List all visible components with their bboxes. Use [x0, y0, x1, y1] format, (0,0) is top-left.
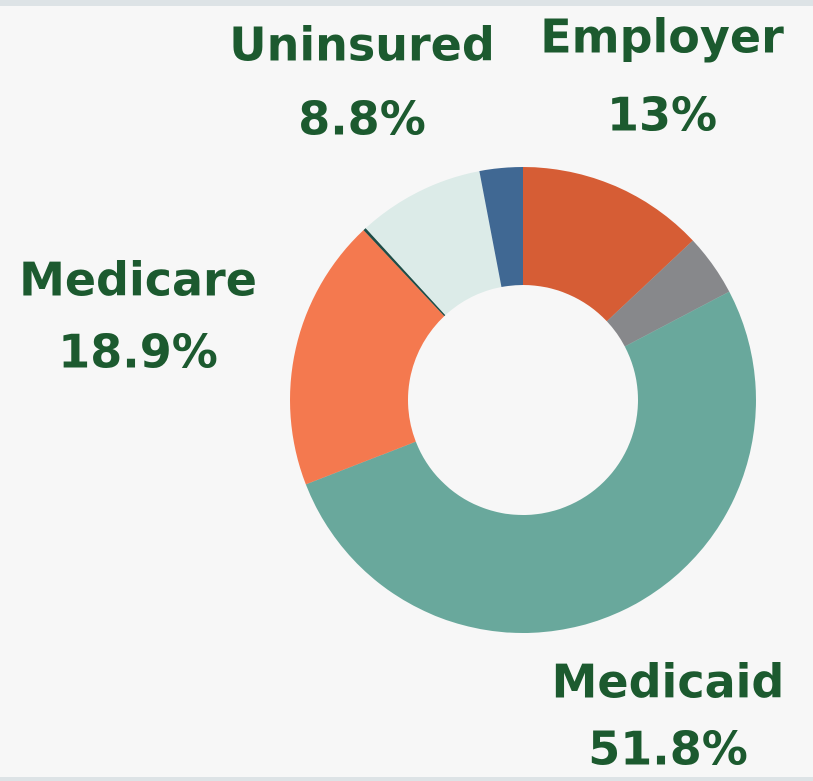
segment-label: Medicare — [19, 253, 257, 307]
donut-segment — [289, 230, 445, 485]
value-label: 13% — [607, 88, 717, 142]
value-label: 18.9% — [58, 325, 218, 379]
donut-segment — [606, 240, 730, 347]
segment-label: Uninsured — [229, 18, 495, 72]
segment-label: Employer — [540, 10, 784, 64]
bottom-border — [0, 777, 813, 781]
donut-segment — [523, 167, 693, 322]
donut-segment — [365, 171, 502, 316]
donut-segment — [479, 167, 523, 288]
donut-segment — [363, 228, 446, 317]
top-border — [0, 0, 813, 6]
value-label: 51.8% — [588, 722, 748, 776]
value-label: 8.8% — [298, 92, 426, 146]
segment-label: Medicaid — [552, 655, 785, 709]
donut-segment — [305, 291, 756, 633]
